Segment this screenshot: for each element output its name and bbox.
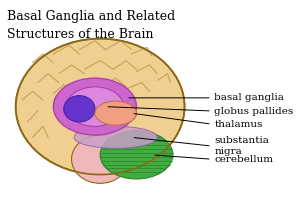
Text: basal ganglia: basal ganglia [214, 93, 284, 102]
Ellipse shape [95, 101, 136, 125]
Text: thalamus: thalamus [214, 120, 263, 129]
Ellipse shape [66, 87, 124, 126]
Ellipse shape [53, 78, 136, 135]
Text: Structures of the Brain: Structures of the Brain [7, 28, 153, 41]
Text: substantia
nigra: substantia nigra [214, 136, 269, 156]
Text: cerebellum: cerebellum [214, 155, 273, 164]
Ellipse shape [74, 99, 136, 127]
Ellipse shape [74, 126, 157, 148]
Ellipse shape [100, 131, 173, 179]
Ellipse shape [16, 39, 184, 174]
Ellipse shape [64, 96, 95, 122]
Text: globus pallides: globus pallides [214, 107, 294, 115]
Ellipse shape [71, 135, 129, 183]
Text: Basal Ganglia and Related: Basal Ganglia and Related [7, 10, 175, 23]
